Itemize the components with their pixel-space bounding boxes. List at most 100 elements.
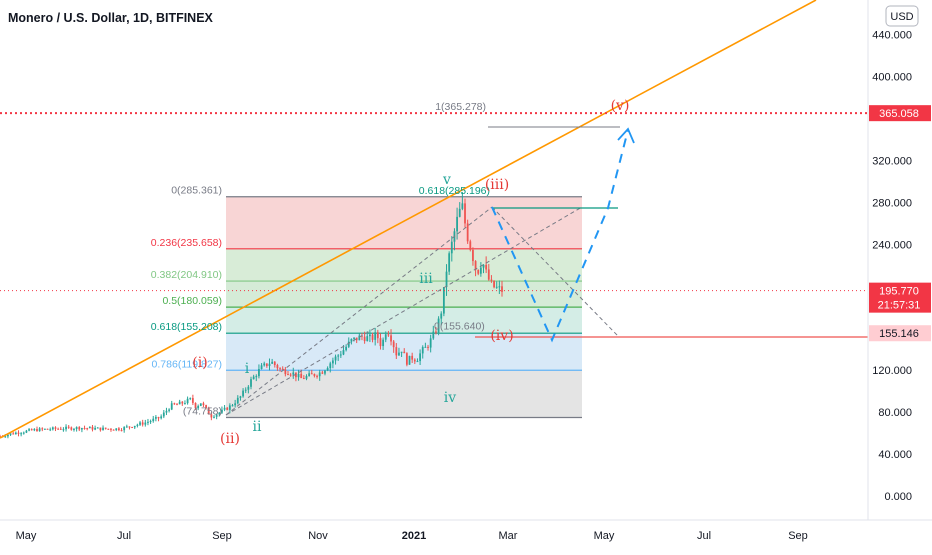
candle-body bbox=[36, 429, 38, 432]
candle-body bbox=[474, 261, 477, 270]
candle-body bbox=[466, 223, 469, 242]
candle-body bbox=[65, 426, 67, 430]
candle-body bbox=[313, 374, 316, 376]
candle-body bbox=[339, 354, 342, 356]
candle-body bbox=[273, 361, 276, 366]
wave-label: iii bbox=[419, 271, 433, 287]
candle-body bbox=[184, 403, 186, 405]
candle-body bbox=[260, 365, 263, 370]
candle-body bbox=[250, 379, 252, 387]
candle-body bbox=[70, 427, 73, 430]
currency-button[interactable]: USD bbox=[885, 5, 919, 27]
currency-label: USD bbox=[890, 11, 913, 23]
candle-body bbox=[295, 372, 297, 378]
candle-body bbox=[450, 241, 453, 254]
candle-body bbox=[141, 422, 144, 425]
price-axis[interactable]: 0.000 40.000 80.000 120.000 240.000 280.000 32… bbox=[869, 30, 931, 503]
fib-zone bbox=[226, 370, 582, 418]
candle-body bbox=[49, 429, 52, 431]
candle-body bbox=[107, 428, 110, 430]
candle-body bbox=[281, 368, 284, 370]
candle-body bbox=[493, 280, 495, 288]
candle-body bbox=[231, 405, 234, 407]
projection-label: 0(155.640) bbox=[434, 321, 485, 333]
candle-body bbox=[421, 347, 424, 354]
wave-label: ii bbox=[253, 419, 262, 435]
candle-body bbox=[157, 417, 160, 419]
candle-body bbox=[390, 335, 392, 342]
arrow-head bbox=[617, 127, 635, 144]
candle-body bbox=[44, 428, 46, 430]
candle-body bbox=[162, 412, 165, 417]
x-tick-label-may: May bbox=[594, 530, 615, 542]
x-tick-label-jul: Jul bbox=[117, 530, 131, 542]
candle-body bbox=[382, 339, 385, 347]
candle-body bbox=[464, 203, 466, 224]
x-tick-label-jul: Jul bbox=[697, 530, 711, 542]
y-tick-label: 400.000 bbox=[872, 72, 912, 84]
y-tick-label: 280.000 bbox=[872, 197, 912, 209]
candle-body bbox=[120, 430, 123, 432]
candle-body bbox=[461, 203, 464, 209]
candle-body bbox=[302, 378, 305, 380]
candle-body bbox=[46, 428, 49, 430]
candle-body bbox=[110, 428, 112, 430]
candle-body bbox=[318, 372, 321, 377]
candle-body bbox=[176, 404, 178, 406]
candle-body bbox=[228, 405, 231, 410]
annotation-labels: 0(285.361) 0.236(235.658) 0.382(204.910) 0.… bbox=[151, 98, 630, 447]
candle-body bbox=[81, 428, 83, 430]
candle-body bbox=[387, 334, 390, 336]
candle-body bbox=[181, 401, 184, 404]
price-badge-label: 365.058 bbox=[879, 108, 919, 120]
wave-label: (iii) bbox=[485, 177, 509, 193]
candle-body bbox=[20, 433, 23, 435]
price-axis-bg bbox=[868, 0, 932, 520]
candle-body bbox=[152, 418, 155, 422]
candle-body bbox=[59, 428, 62, 430]
candle-body bbox=[154, 417, 157, 419]
candle-body bbox=[96, 427, 99, 429]
candle-body bbox=[361, 335, 363, 337]
candle-body bbox=[395, 347, 398, 356]
y-tick-label: 0.000 bbox=[884, 491, 912, 503]
candle-body bbox=[487, 269, 490, 280]
candle-body bbox=[358, 335, 361, 341]
candle-body bbox=[427, 346, 429, 348]
candle-body bbox=[353, 337, 355, 339]
candle-body bbox=[308, 373, 311, 377]
candle-body bbox=[215, 414, 218, 417]
candle-body bbox=[221, 409, 223, 413]
candle-body bbox=[482, 264, 485, 268]
candle-body bbox=[133, 425, 136, 428]
candle-body bbox=[363, 336, 366, 342]
candle-body bbox=[477, 269, 480, 274]
price-badge-countdown: 21:57:31 bbox=[878, 300, 921, 312]
candle-body bbox=[279, 368, 281, 370]
price-badge-label: 155.146 bbox=[879, 328, 919, 340]
wave-label: (v) bbox=[611, 98, 630, 114]
candle-body bbox=[125, 426, 128, 428]
candle-body bbox=[202, 403, 205, 406]
candle-body bbox=[83, 428, 86, 430]
fib-label-0.786: 0.786(119.827) bbox=[152, 358, 222, 370]
x-tick-label-sep: Sep bbox=[788, 530, 808, 542]
price-badge bbox=[869, 325, 931, 342]
candle-body bbox=[123, 427, 126, 431]
fib-zone bbox=[226, 196, 582, 249]
time-axis[interactable]: May Jul Sep Nov 2021 Mar May Jul Sep bbox=[16, 530, 808, 542]
candle-body bbox=[12, 433, 15, 435]
candle-body bbox=[429, 338, 432, 348]
fib-zone bbox=[226, 281, 582, 308]
candle-body bbox=[458, 208, 461, 217]
dashed-line bbox=[225, 206, 583, 416]
candle-body bbox=[479, 267, 482, 274]
candle-body bbox=[33, 429, 36, 431]
candle-body bbox=[178, 401, 181, 405]
fib-label-0.382: 0.382(204.910) bbox=[151, 269, 222, 281]
candle-body bbox=[51, 427, 54, 430]
candle-body bbox=[94, 427, 97, 430]
candle-body bbox=[456, 216, 458, 232]
